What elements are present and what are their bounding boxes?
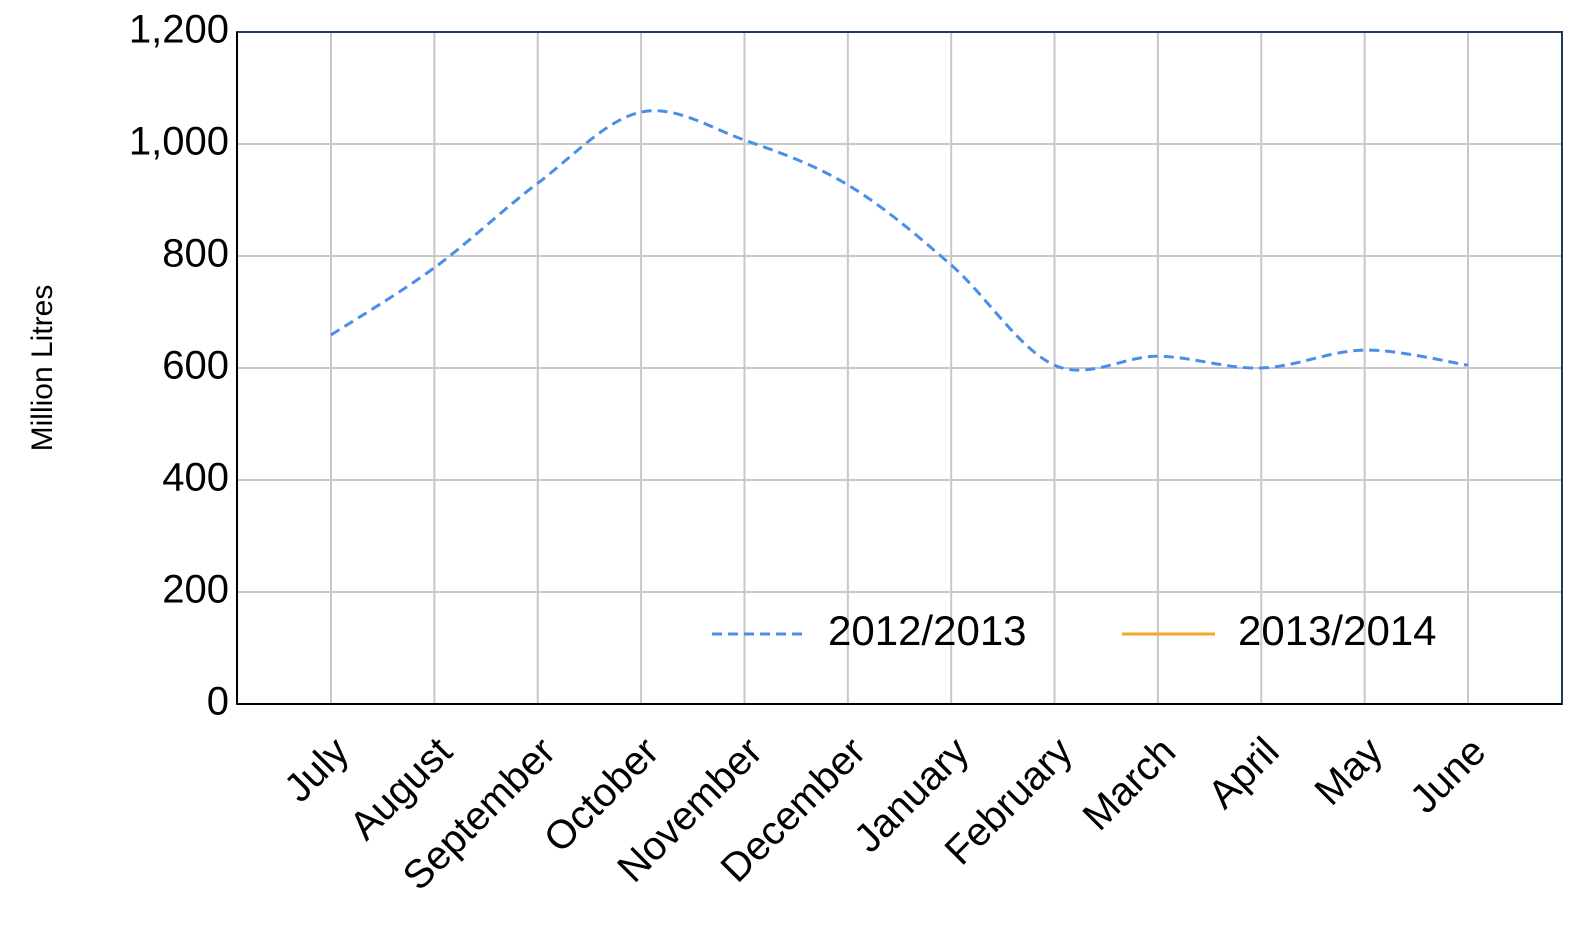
x-tick-label: May bbox=[1306, 729, 1391, 814]
series-line bbox=[330, 109, 1469, 372]
legend-label: 2013/2014 bbox=[1238, 607, 1437, 654]
x-tick-label: June bbox=[1402, 729, 1494, 821]
y-axis-title: Million Litres bbox=[26, 285, 59, 452]
y-tick-label: 1,200 bbox=[129, 8, 229, 52]
x-tick-label: July bbox=[276, 729, 357, 810]
x-tick-label: April bbox=[1200, 729, 1288, 817]
y-tick-label: 800 bbox=[162, 232, 229, 276]
y-tick-label: 400 bbox=[162, 456, 229, 500]
y-tick-label: 0 bbox=[207, 680, 229, 724]
y-tick-label: 600 bbox=[162, 344, 229, 388]
legend-label: 2012/2013 bbox=[828, 607, 1027, 654]
y-tick-label: 200 bbox=[162, 568, 229, 612]
y-tick-label: 1,000 bbox=[129, 120, 229, 164]
x-tick-label: March bbox=[1075, 729, 1185, 839]
